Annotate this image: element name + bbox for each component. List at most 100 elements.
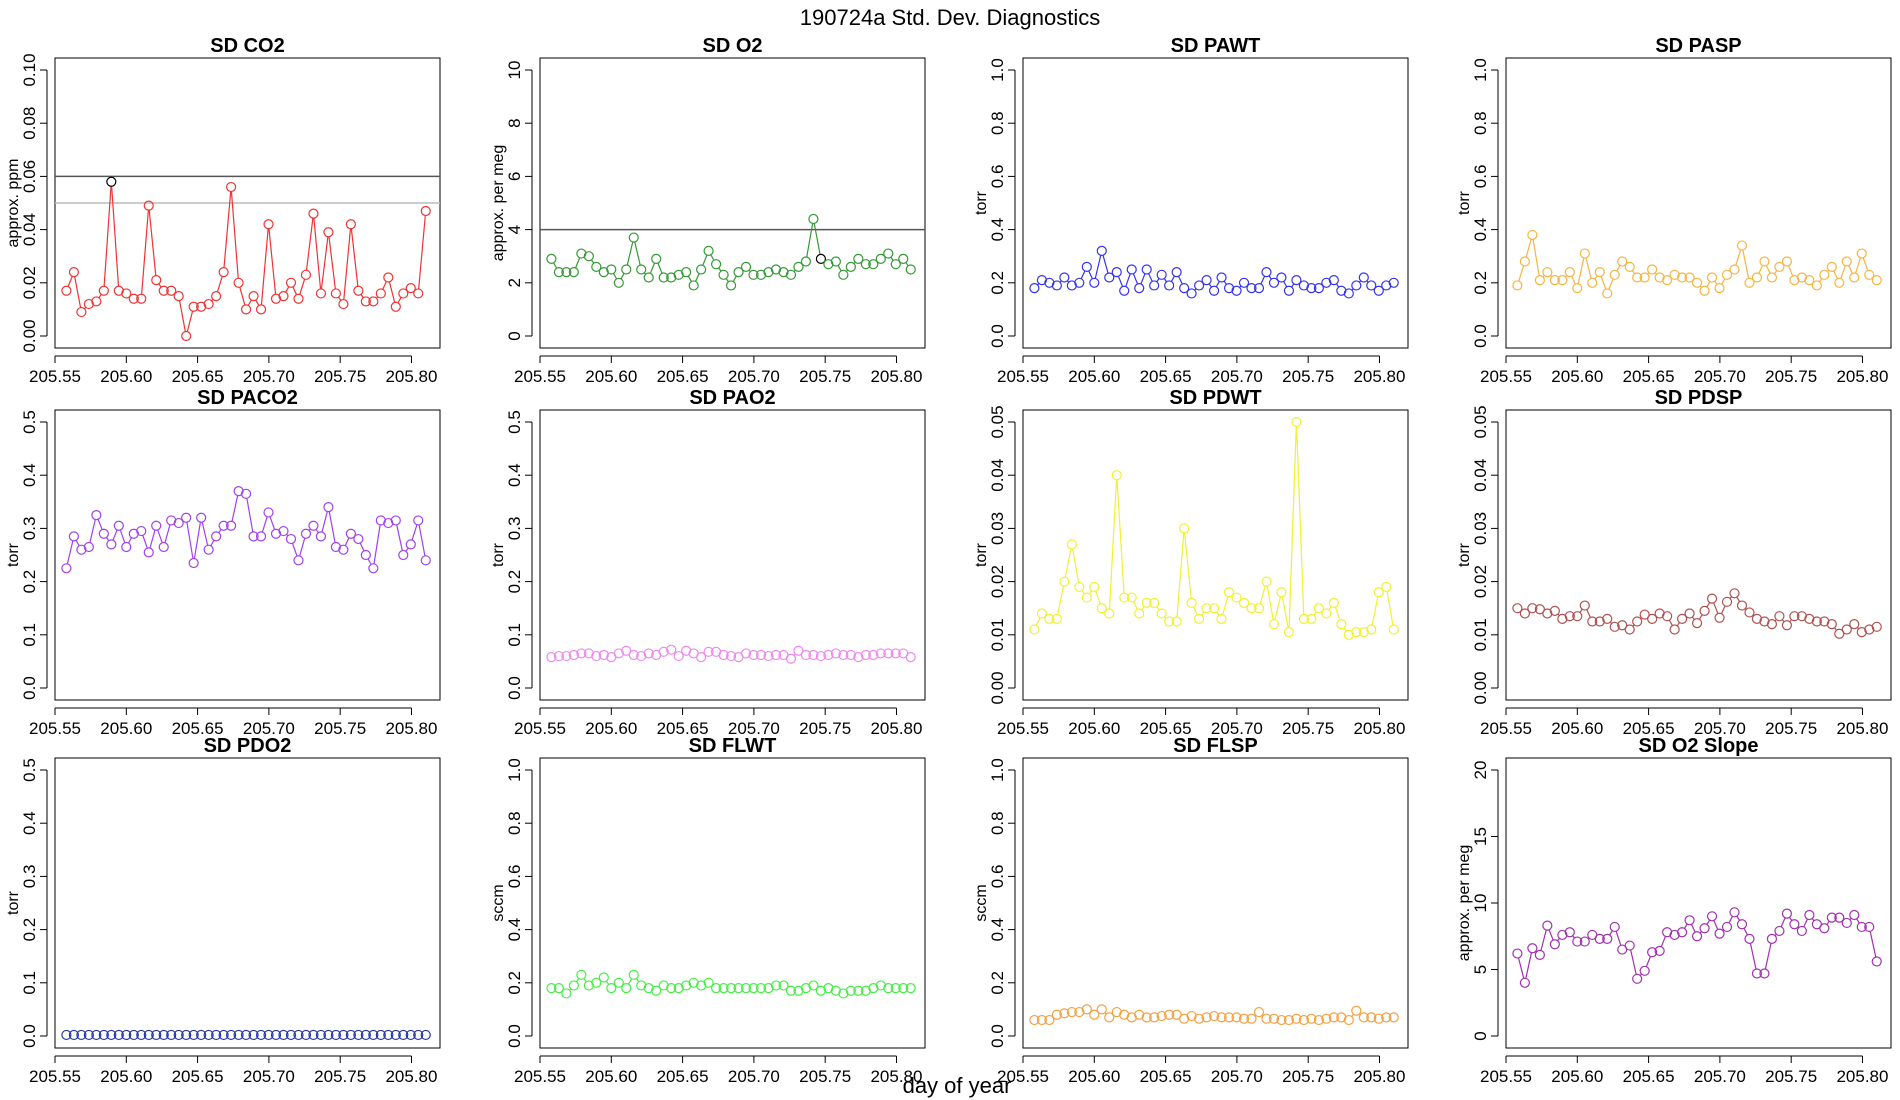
series-segment [1295,426,1305,615]
data-point [1864,921,1875,933]
data-point [1141,264,1152,275]
plot-frame [1022,409,1409,701]
data-point [83,541,94,553]
data-point [636,980,647,991]
data-point [1388,624,1399,635]
data-point [1373,587,1384,598]
data-point [255,304,267,315]
x-tick-label: 205.75 [1765,719,1817,738]
series-segment [1125,273,1131,287]
data-point [1669,269,1680,280]
y-tick-label: 0.4 [505,463,524,487]
data-point [1736,919,1748,930]
figure-title: 190724a Std. Dev. Diagnostics [800,5,1100,30]
data-point [591,650,602,662]
data-point [1654,272,1665,283]
data-point [143,547,154,558]
series-segment [1630,949,1637,975]
series-segment [1721,278,1726,285]
x-tick-label: 205.70 [1694,367,1746,386]
data-point [255,531,267,542]
data-point [226,181,237,193]
data-point [1194,1013,1205,1024]
data-point [898,253,909,264]
y-tick-label: 0.2 [20,918,39,942]
y-axis-label: torr [5,890,22,915]
data-point [1729,264,1740,275]
series-segment [1571,275,1576,285]
series-segment [1148,273,1153,282]
data-point [636,650,647,662]
data-point [1141,1012,1152,1023]
data-point [1156,608,1167,619]
data-point [1171,616,1182,627]
data-point [263,507,274,518]
series-segment [1826,920,1830,925]
data-point [1074,1006,1085,1018]
data-point [673,269,684,280]
data-point [1834,277,1845,288]
y-tick-label: 0.4 [988,918,1007,942]
data-point [1253,283,1265,294]
panel-sd-flwt: SD FLWT 205.55 205.60 205.65 205.70 205.75 205… [490,735,926,1086]
data-point [778,980,789,991]
data-point [1358,1012,1369,1023]
series-segment [328,511,336,543]
y-tick-label: 0.6 [988,865,1007,889]
data-point [1201,275,1212,286]
series-segment [1163,278,1168,283]
series-segment [1833,270,1838,279]
series-segment [1862,257,1869,271]
series-segment [657,262,663,274]
y-tick-label: 0.00 [1471,671,1490,704]
panel-sd-pasp: SD PASP 205.55 205.60 205.65 205.70 205.75 205… [1456,35,1892,386]
data-point [203,544,214,555]
data-point [1796,925,1807,937]
data-point [808,213,819,225]
data-point [1841,624,1852,635]
data-point [196,301,207,312]
series-segment [1141,606,1145,611]
series-segment [695,273,700,282]
x-tick-label: 205.80 [385,367,437,386]
series-segment [382,281,387,290]
data-point [711,983,722,994]
x-tick-label: 205.65 [1623,719,1675,738]
series-segment [269,516,276,530]
highlighted-point [106,176,117,187]
x-tick-label: 205.80 [1353,719,1405,738]
data-point [300,1029,312,1041]
series-segment [1609,930,1613,936]
series-segment [231,495,239,522]
data-point [1534,949,1545,960]
x-tick-label: 205.70 [1694,1067,1746,1086]
series-segment [1855,257,1861,274]
x-tick-label: 205.70 [1694,719,1746,738]
data-point [1373,285,1384,296]
data-point [330,541,342,553]
highlighted-point [815,253,827,264]
panel-title: SD FLSP [1173,735,1257,757]
x-tick-label: 205.75 [1282,719,1334,738]
data-point [1051,280,1062,291]
series-segment [1608,278,1614,290]
series-segment [218,529,222,534]
data-point [233,277,244,288]
panel-title: SD O2 [702,35,762,57]
data-point [703,245,714,256]
data-point [883,248,894,259]
data-point [763,267,774,278]
data-point [1714,612,1725,623]
data-point [218,520,229,531]
data-point [546,652,557,663]
panel-sd-flsp: SD FLSP 205.55 205.60 205.65 205.70 205.75 205… [973,735,1409,1086]
x-tick-label: 205.60 [1551,367,1603,386]
data-point [1804,613,1815,624]
y-tick-label: 0.1 [505,623,524,647]
data-point [1654,945,1665,956]
data-point [1059,272,1070,283]
data-point [398,1029,409,1041]
data-point [1811,280,1822,291]
data-point [293,293,304,304]
data-point [1602,933,1613,945]
